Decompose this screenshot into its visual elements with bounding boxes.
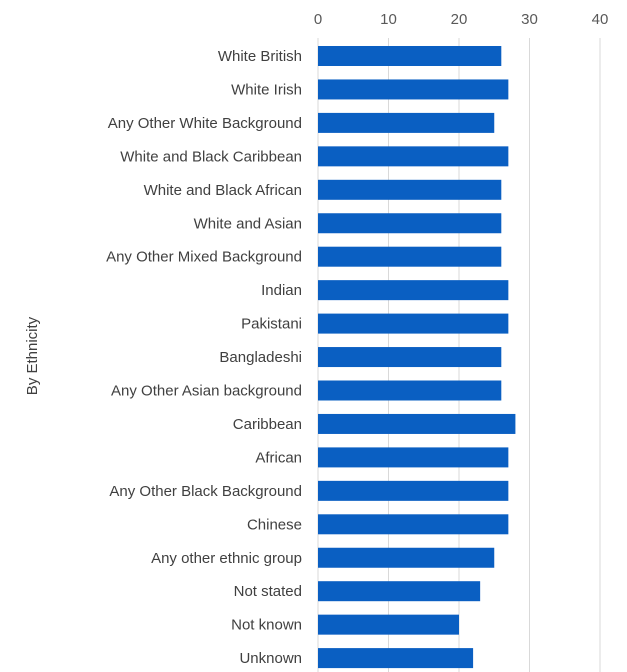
bar-any-other-black-background bbox=[318, 480, 509, 501]
bar-not-known bbox=[318, 614, 459, 635]
category-label: Any Other White Background bbox=[108, 115, 302, 132]
bar-pakistani bbox=[318, 313, 509, 334]
category-label: White Irish bbox=[231, 81, 302, 98]
category-label: Chinese bbox=[247, 516, 302, 533]
bar-any-other-ethnic-group bbox=[318, 547, 495, 568]
category-label: White and Black African bbox=[144, 182, 302, 199]
x-axis-ticks: 0 10 20 30 40 bbox=[314, 11, 609, 28]
x-tick-label-20: 20 bbox=[451, 11, 468, 28]
x-tick-label-0: 0 bbox=[314, 11, 322, 28]
bar-any-other-asian-background bbox=[318, 380, 502, 401]
bar-not-stated bbox=[318, 581, 481, 602]
y-axis-title: By Ethnicity bbox=[24, 316, 41, 395]
category-label: Any other ethnic group bbox=[151, 550, 302, 567]
category-label: Indian bbox=[261, 282, 302, 299]
x-tick-label-40: 40 bbox=[592, 11, 609, 28]
bar-white-and-black-caribbean bbox=[318, 146, 509, 167]
bar-caribbean bbox=[318, 413, 516, 434]
bar-indian bbox=[318, 280, 509, 301]
category-label: Unknown bbox=[239, 650, 302, 667]
bar-any-other-white-background bbox=[318, 112, 495, 133]
category-label: Caribbean bbox=[233, 416, 302, 433]
x-tick-label-30: 30 bbox=[521, 11, 538, 28]
bars bbox=[318, 46, 516, 669]
category-labels: White British White Irish Any Other White … bbox=[106, 48, 302, 667]
category-label: Any Other Black Background bbox=[109, 483, 302, 500]
category-label: White and Black Caribbean bbox=[120, 148, 302, 165]
category-label: White and Asian bbox=[194, 215, 302, 232]
bar-african bbox=[318, 447, 509, 468]
category-label: Not stated bbox=[234, 583, 302, 600]
bar-white-british bbox=[318, 46, 502, 66]
category-label: Pakistani bbox=[241, 316, 302, 333]
category-label: Bangladeshi bbox=[219, 349, 302, 366]
bar-white-and-black-african bbox=[318, 179, 502, 200]
bar-bangladeshi bbox=[318, 347, 502, 368]
category-label: Any Other Mixed Background bbox=[106, 249, 302, 266]
bar-white-irish bbox=[318, 79, 509, 100]
bar-chinese bbox=[318, 514, 509, 535]
bar-any-other-mixed-background bbox=[318, 246, 502, 267]
category-label: White British bbox=[218, 48, 302, 65]
bar-white-and-asian bbox=[318, 213, 502, 234]
x-tick-label-10: 10 bbox=[380, 11, 397, 28]
bar-unknown bbox=[318, 648, 474, 669]
category-label: Any Other Asian background bbox=[111, 383, 302, 400]
category-label: Not known bbox=[231, 617, 302, 634]
category-label: African bbox=[255, 449, 302, 466]
